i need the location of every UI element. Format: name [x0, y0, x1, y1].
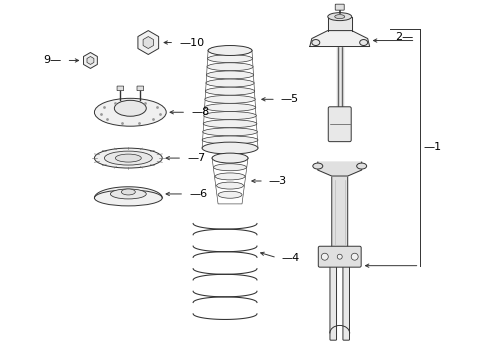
Ellipse shape	[94, 148, 162, 168]
Text: 2—: 2—	[394, 32, 413, 41]
Ellipse shape	[312, 163, 322, 169]
Ellipse shape	[110, 189, 146, 199]
Text: —1: —1	[423, 142, 441, 152]
Ellipse shape	[202, 142, 258, 154]
Polygon shape	[327, 17, 351, 31]
FancyBboxPatch shape	[331, 175, 347, 249]
Ellipse shape	[311, 40, 319, 45]
Ellipse shape	[205, 79, 254, 87]
Text: 9—: 9—	[43, 55, 61, 66]
Ellipse shape	[94, 98, 166, 126]
Ellipse shape	[206, 71, 253, 79]
Ellipse shape	[114, 100, 146, 116]
Ellipse shape	[204, 103, 255, 112]
Ellipse shape	[203, 112, 256, 120]
Ellipse shape	[202, 128, 257, 136]
FancyBboxPatch shape	[327, 107, 350, 141]
Ellipse shape	[104, 151, 152, 165]
Polygon shape	[317, 162, 361, 176]
Ellipse shape	[206, 63, 253, 71]
Ellipse shape	[207, 55, 252, 63]
Ellipse shape	[94, 190, 162, 206]
FancyBboxPatch shape	[329, 265, 336, 340]
Text: —5: —5	[280, 94, 298, 104]
Ellipse shape	[350, 253, 357, 260]
FancyBboxPatch shape	[318, 246, 361, 267]
Ellipse shape	[121, 189, 135, 195]
Text: —10: —10	[179, 37, 204, 48]
Ellipse shape	[204, 95, 255, 103]
Ellipse shape	[212, 153, 247, 163]
FancyBboxPatch shape	[335, 4, 344, 10]
Ellipse shape	[218, 191, 242, 198]
FancyBboxPatch shape	[117, 86, 123, 91]
Ellipse shape	[208, 46, 251, 54]
Text: —6: —6	[189, 189, 207, 199]
Ellipse shape	[337, 254, 342, 259]
Ellipse shape	[215, 173, 244, 180]
Ellipse shape	[216, 182, 243, 189]
Polygon shape	[309, 31, 369, 46]
Ellipse shape	[321, 253, 327, 260]
Ellipse shape	[203, 120, 256, 128]
Ellipse shape	[359, 40, 367, 45]
Ellipse shape	[115, 154, 141, 162]
Ellipse shape	[205, 87, 254, 95]
Ellipse shape	[327, 13, 351, 21]
Text: —4: —4	[281, 253, 300, 263]
Ellipse shape	[356, 163, 366, 169]
Text: —8: —8	[191, 107, 209, 117]
Ellipse shape	[212, 154, 247, 162]
FancyBboxPatch shape	[137, 86, 143, 91]
Ellipse shape	[213, 164, 246, 171]
Ellipse shape	[208, 45, 251, 55]
Text: —7: —7	[187, 153, 205, 163]
FancyBboxPatch shape	[342, 265, 349, 340]
Ellipse shape	[334, 15, 344, 19]
Ellipse shape	[202, 136, 258, 144]
Text: —3: —3	[268, 176, 286, 186]
